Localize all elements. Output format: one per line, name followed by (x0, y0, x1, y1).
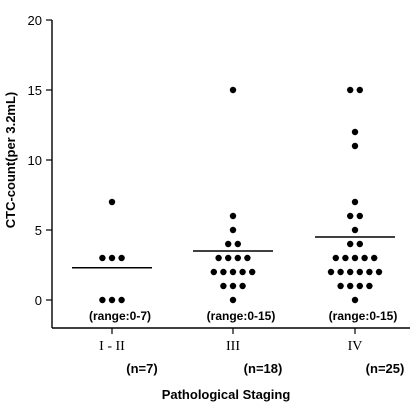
data-point (375, 268, 383, 276)
data-point (347, 212, 354, 220)
data-point (356, 212, 363, 220)
data-point (118, 254, 125, 262)
data-point (249, 268, 256, 276)
x-tick-label: III (226, 339, 240, 354)
data-point (351, 226, 359, 234)
y-tick-label: 20 (28, 13, 42, 28)
data-point (347, 268, 354, 276)
data-point (351, 128, 359, 136)
data-point (361, 254, 368, 262)
data-point (234, 240, 241, 248)
data-point (356, 240, 363, 248)
data-point (337, 268, 344, 276)
data-point (229, 212, 237, 220)
data-point (220, 268, 227, 276)
data-point (347, 282, 354, 290)
data-point (342, 254, 349, 262)
x-tick-label: IV (348, 339, 363, 354)
data-point (99, 296, 106, 304)
axes (51, 20, 410, 329)
data-point (337, 282, 344, 290)
data-point (239, 282, 246, 290)
data-point (234, 254, 241, 262)
data-point (351, 296, 359, 304)
data-point (229, 86, 237, 94)
data-point (347, 86, 354, 94)
data-point (99, 254, 106, 262)
data-point (351, 198, 359, 206)
data-point (327, 268, 335, 276)
n-label: (n=18) (244, 361, 283, 376)
data-point (347, 240, 354, 248)
annotations: (range:0-7) (range:0-15) (range:0-15) (89, 309, 397, 323)
data-point (356, 268, 363, 276)
data-point (356, 282, 363, 290)
data-point (239, 268, 246, 276)
y-tick-label: 10 (28, 153, 42, 168)
data-point (356, 86, 363, 94)
range-annotation: (range:0-7) (89, 309, 151, 323)
data-point (351, 254, 359, 262)
data-point (229, 226, 237, 234)
x-axis-ticks: I - II(n=7) III (n=18) IV(n=25) (99, 328, 404, 376)
range-annotation: (range:0-15) (329, 309, 398, 323)
data-point (371, 254, 378, 262)
data-point (210, 268, 217, 276)
data-point (108, 254, 116, 262)
data-point (229, 296, 237, 304)
data-point (332, 254, 339, 262)
data-point (108, 198, 116, 206)
y-axis-ticks: 0 5 10 15 20 (28, 13, 52, 308)
data-point (366, 282, 373, 290)
y-axis-title: CTC-count(per 3.2mL) (3, 92, 18, 229)
chart-marks (72, 86, 395, 304)
y-tick-label: 5 (35, 223, 42, 238)
data-point (229, 268, 237, 276)
data-point (244, 254, 251, 262)
data-point (225, 254, 232, 262)
data-point (220, 282, 227, 290)
n-label: (n=7) (126, 361, 157, 376)
y-tick-label: 0 (35, 293, 42, 308)
range-annotation: (range:0-15) (207, 309, 276, 323)
data-point (225, 240, 232, 248)
data-point (351, 142, 359, 150)
n-label: (n=25) (366, 361, 405, 376)
data-point (366, 268, 373, 276)
y-tick-label: 15 (28, 83, 42, 98)
x-axis-title: Pathological Staging (162, 387, 291, 402)
data-point (215, 254, 222, 262)
data-point (108, 296, 116, 304)
data-point (229, 282, 237, 290)
x-tick-label: I - II (99, 339, 125, 354)
data-point (118, 296, 125, 304)
